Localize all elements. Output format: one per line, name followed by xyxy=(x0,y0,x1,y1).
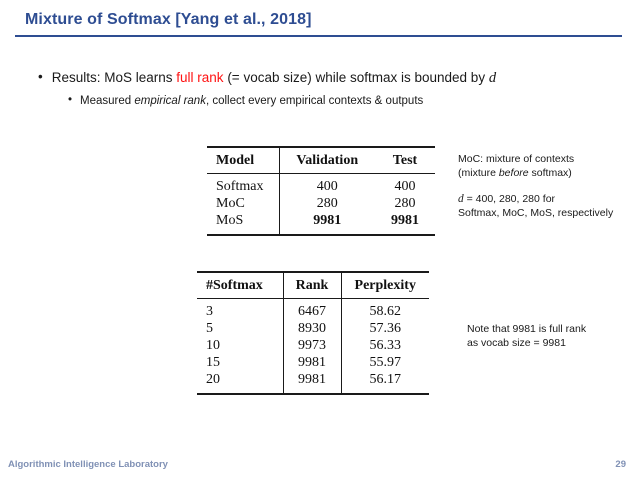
table-header-row: #Softmax Rank Perplexity xyxy=(197,272,429,299)
cell-validation: 9981 xyxy=(313,213,342,228)
cell-test: 400 xyxy=(394,179,416,194)
cell-rank: 9981 xyxy=(283,371,342,394)
cell-num-softmax: 20 xyxy=(197,371,284,394)
table-row: 3 6467 58.62 xyxy=(197,298,429,320)
empirical-rank-italic: empirical rank xyxy=(134,95,206,107)
cell-model: Softmax xyxy=(207,173,280,195)
cell-perplexity: 56.17 xyxy=(369,372,402,387)
annotation-moc: MoC: mixture of contexts (mixture before… xyxy=(458,152,636,180)
annotation-d-values: d = 400, 280, 280 for Softmax, MoC, MoS,… xyxy=(458,192,638,220)
rank-results-table: Model Validation Test Softmax 400 400 Mo… xyxy=(207,146,435,236)
cell-num-softmax: 3 xyxy=(197,298,284,320)
math-d-symbol: d xyxy=(458,193,464,205)
table-row: 15 9981 55.97 xyxy=(197,354,429,371)
bullet-sub-post: , collect every empirical contexts & out… xyxy=(205,95,424,107)
column-header-perplexity: Perplexity xyxy=(341,272,429,299)
cell-perplexity: 58.62 xyxy=(369,304,402,319)
bullet-results-mid: (= vocab size) while softmax is bounded … xyxy=(223,70,489,85)
bullet-icon: • xyxy=(68,94,73,106)
table-row: Softmax 400 400 xyxy=(207,173,435,195)
cell-rank: 9981 xyxy=(283,354,342,371)
cell-test: 9981 xyxy=(391,213,419,228)
column-header-validation: Validation xyxy=(279,147,375,174)
table-row: 10 9973 56.33 xyxy=(197,337,429,354)
full-rank-highlight: full rank xyxy=(176,70,224,85)
annotation-moc-line1: MoC: mixture of contexts xyxy=(458,153,575,165)
cell-rank: 9973 xyxy=(283,337,342,354)
cell-model: MoC xyxy=(207,195,280,212)
cell-perplexity: 56.33 xyxy=(369,338,402,353)
column-header-model: Model xyxy=(207,147,280,174)
cell-test: 280 xyxy=(394,196,416,211)
annotation-note-line1: Note that 9981 is full rank xyxy=(467,323,587,335)
table-header-row: Model Validation Test xyxy=(207,147,435,174)
column-header-test: Test xyxy=(375,147,435,174)
annotation-moc-line2: (mixture before softmax) xyxy=(458,167,572,179)
cell-num-softmax: 10 xyxy=(197,337,284,354)
bullet-sub-pre: Measured xyxy=(80,95,135,107)
cell-rank: 8930 xyxy=(283,320,342,337)
cell-rank: 6467 xyxy=(283,298,342,320)
cell-perplexity: 57.36 xyxy=(369,321,402,336)
footer-page-number: 29 xyxy=(615,459,626,470)
annotation-d-line2: Softmax, MoC, MoS, respectively xyxy=(458,207,614,219)
table-row: MoS 9981 9981 xyxy=(207,212,435,235)
bullet-icon: • xyxy=(38,69,43,84)
bullet-empirical-rank: • Measured empirical rank, collect every … xyxy=(68,94,424,107)
before-italic: before xyxy=(498,167,529,179)
bullet-results-pre: Results: MoS learns xyxy=(51,70,177,85)
footer-lab-name: Algorithmic Intelligence Laboratory xyxy=(8,459,168,470)
annotation-full-rank-note: Note that 9981 is full rank as vocab siz… xyxy=(467,322,637,350)
math-d-symbol: d xyxy=(488,70,497,86)
table-row: MoC 280 280 xyxy=(207,195,435,212)
slide-title: Mixture of Softmax [Yang et al., 2018] xyxy=(25,11,312,28)
column-header-rank: Rank xyxy=(283,272,342,299)
cell-model: MoS xyxy=(207,212,280,235)
table-row: 20 9981 56.17 xyxy=(197,371,429,394)
cell-validation: 280 xyxy=(316,196,338,211)
column-header-num-softmax: #Softmax xyxy=(197,272,284,299)
bullet-results: • Results: MoS learns full rank (= vocab … xyxy=(38,69,497,87)
cell-num-softmax: 15 xyxy=(197,354,284,371)
annotation-note-line2: as vocab size = 9981 xyxy=(467,337,566,349)
cell-validation: 400 xyxy=(316,179,338,194)
annotation-d-line1: d = 400, 280, 280 for xyxy=(458,193,556,205)
table-row: 5 8930 57.36 xyxy=(197,320,429,337)
cell-num-softmax: 5 xyxy=(197,320,284,337)
cell-perplexity: 55.97 xyxy=(369,355,402,370)
softmax-perplexity-table: #Softmax Rank Perplexity 3 6467 58.62 5 … xyxy=(197,271,429,395)
title-underline xyxy=(15,35,622,37)
